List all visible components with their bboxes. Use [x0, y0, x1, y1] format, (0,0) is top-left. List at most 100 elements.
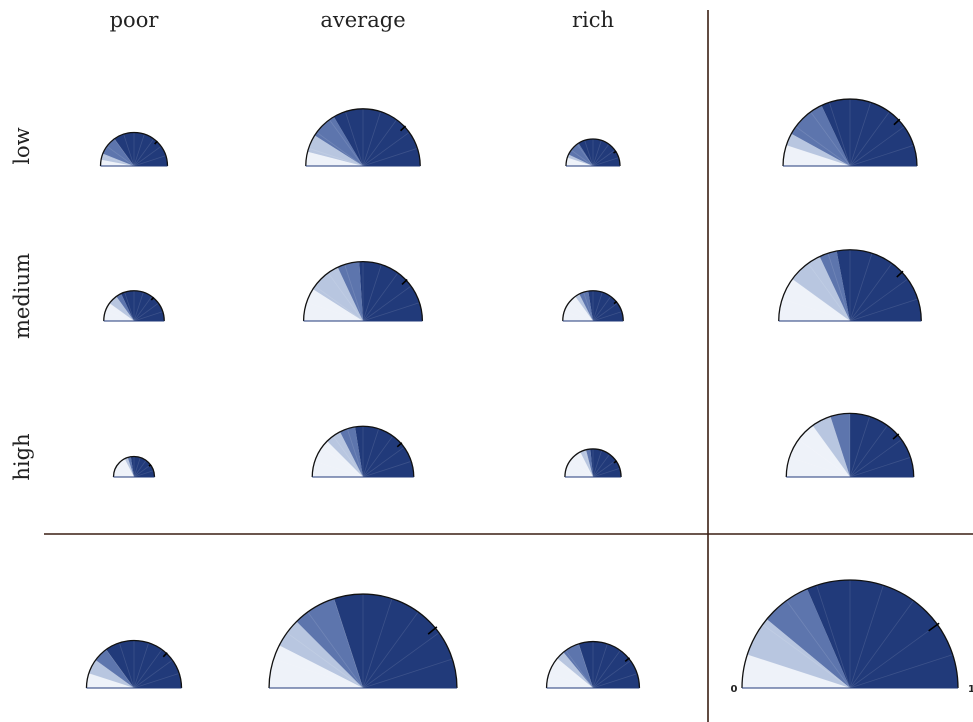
- glyph-high-rich-ray-1: [566, 467, 594, 478]
- glyph-low-rich-outline: [565, 138, 621, 167]
- glyph-medium-total-ray-9: [849, 298, 918, 322]
- glyph-medium-poor-band-0: [103, 303, 134, 321]
- glyph-total-rich-ray-4: [578, 643, 594, 689]
- glyph-high-rich-ray-6: [592, 450, 603, 478]
- glyph-total-poor-ray-8: [133, 659, 173, 689]
- glyph-low-poor-band-1: [101, 153, 134, 166]
- glyph-medium-total-band-1: [792, 256, 850, 321]
- glyph-medium-poor-ray-3: [115, 296, 135, 322]
- glyph-total-rich-ray-8: [592, 660, 631, 689]
- row-label-low: low: [10, 127, 34, 165]
- glyph-high-poor-ray-8: [133, 464, 151, 478]
- glyph-low-average-mean-tick: [400, 125, 407, 132]
- glyph-low-rich-mean-tick: [613, 150, 617, 154]
- glyph-medium-poor-ray-6: [133, 292, 144, 322]
- glyph-medium-poor-ray-8: [133, 302, 159, 322]
- glyph-low-poor-ray-6: [133, 134, 145, 167]
- glyph-medium-total-ray-3: [807, 263, 851, 322]
- glyph-medium-rich-band-0: [562, 296, 593, 321]
- glyph-low-average-ray-6: [362, 111, 382, 167]
- glyph-total-average-band-1: [279, 621, 363, 688]
- glyph-low-poor-ray-9: [133, 155, 166, 167]
- glyph-low-total-band-0: [783, 145, 850, 166]
- glyph-total-poor-ray-2: [95, 659, 135, 689]
- glyph-low-poor-outline: [99, 131, 169, 167]
- glyph-total-total-band-3: [807, 579, 959, 688]
- glyph-medium-total-outline: [778, 249, 922, 322]
- glyph-low-average-ray-7: [362, 119, 397, 167]
- glyph-low-rich-band-0: [566, 157, 593, 166]
- glyph-total-rich-band-1: [557, 652, 593, 688]
- glyph-total-poor-ray-9: [133, 672, 180, 689]
- glyph-high-poor-ray-9: [133, 470, 154, 478]
- glyph-total-total-ray-7: [849, 600, 914, 689]
- glyph-high-total-band-3: [850, 413, 914, 477]
- glyph-medium-rich-ray-4: [583, 292, 594, 322]
- glyph-total-total-ray-1: [747, 654, 851, 689]
- glyph-low-rich-band-3: [578, 138, 620, 166]
- glyph-high-total-ray-8: [849, 439, 902, 478]
- glyph-low-poor-band-2: [102, 138, 134, 166]
- glyph-medium-total-ray-4: [827, 253, 851, 322]
- glyph-low-average-band-1: [307, 135, 363, 166]
- glyph-high-total-band-2: [830, 413, 850, 477]
- glyph-total-average-ray-4: [333, 598, 364, 689]
- glyph-total-poor-band-3: [106, 640, 182, 688]
- column-label-rich: rich: [571, 8, 615, 32]
- glyph-total-poor-ray-1: [88, 672, 135, 689]
- glyph-low-poor-ray-2: [106, 145, 135, 167]
- glyph-high-average-ray-9: [362, 460, 412, 478]
- glyph-total-rich-ray-2: [555, 660, 594, 689]
- scale-min-label: 0: [731, 684, 738, 695]
- glyph-total-total-ray-8: [849, 624, 938, 689]
- glyph-high-average-ray-8: [362, 446, 405, 478]
- glyph-high-average-outline: [311, 425, 415, 478]
- glyph-total-average-ray-7: [362, 611, 419, 689]
- glyph-medium-average-mean-tick: [401, 278, 408, 285]
- glyph-low-average-ray-3: [329, 119, 364, 167]
- glyph-low-average-ray-9: [362, 147, 418, 167]
- glyph-low-poor-ray-1: [102, 155, 135, 167]
- glyph-total-poor-mean-tick: [162, 652, 168, 658]
- glyph-low-total-outline: [782, 98, 918, 167]
- row-label-high: high: [10, 433, 34, 481]
- glyph-total-average-band-3: [333, 594, 457, 688]
- glyph-total-average-ray-6: [362, 598, 393, 689]
- column-label-poor: poor: [109, 8, 159, 32]
- glyph-medium-average-ray-8: [362, 285, 412, 322]
- row-label-medium: medium: [10, 253, 34, 339]
- glyph-high-average-band-1: [327, 431, 363, 477]
- glyph-total-poor-ray-4: [118, 642, 135, 689]
- glyph-high-rich-band-1: [580, 449, 593, 477]
- glyph-medium-average-ray-4: [344, 264, 364, 322]
- glyph-medium-total-ray-1: [782, 298, 851, 322]
- glyph-low-total-ray-7: [849, 111, 890, 167]
- glyph-high-average-band-2: [339, 426, 363, 477]
- glyph-low-rich-ray-3: [576, 143, 594, 167]
- glyph-high-poor-mean-tick: [148, 464, 152, 467]
- glyph-high-poor-band-2: [127, 456, 134, 477]
- glyph-low-poor-ray-8: [133, 145, 162, 167]
- glyph-high-average-ray-3: [332, 435, 364, 478]
- glyph-total-poor-ray-3: [105, 649, 135, 689]
- glyph-high-rich-mean-tick: [613, 460, 618, 464]
- glyph-high-average-ray-1: [314, 460, 364, 478]
- glyph-total-average-band-2: [296, 598, 363, 688]
- glyph-medium-average-band-1: [312, 267, 363, 321]
- glyph-medium-total-mean-tick: [896, 270, 904, 278]
- glyph-total-total-ray-6: [849, 585, 884, 689]
- glyph-low-rich-ray-6: [592, 140, 602, 167]
- glyph-medium-rich-outline: [562, 290, 624, 322]
- glyph-total-rich-ray-1: [548, 673, 594, 689]
- glyph-total-rich-outline: [545, 640, 641, 689]
- glyph-total-poor-ray-7: [133, 649, 163, 689]
- glyph-medium-total-ray-7: [849, 263, 893, 322]
- glyph-high-rich-ray-8: [592, 460, 616, 478]
- glyph-total-total-mean-tick: [928, 622, 940, 632]
- glyph-low-poor-ray-4: [123, 134, 135, 167]
- glyph-total-average-ray-1: [273, 658, 364, 689]
- glyph-low-total-ray-6: [849, 102, 872, 167]
- glyph-medium-average-ray-9: [362, 302, 420, 322]
- glyph-low-average-ray-4: [344, 111, 364, 167]
